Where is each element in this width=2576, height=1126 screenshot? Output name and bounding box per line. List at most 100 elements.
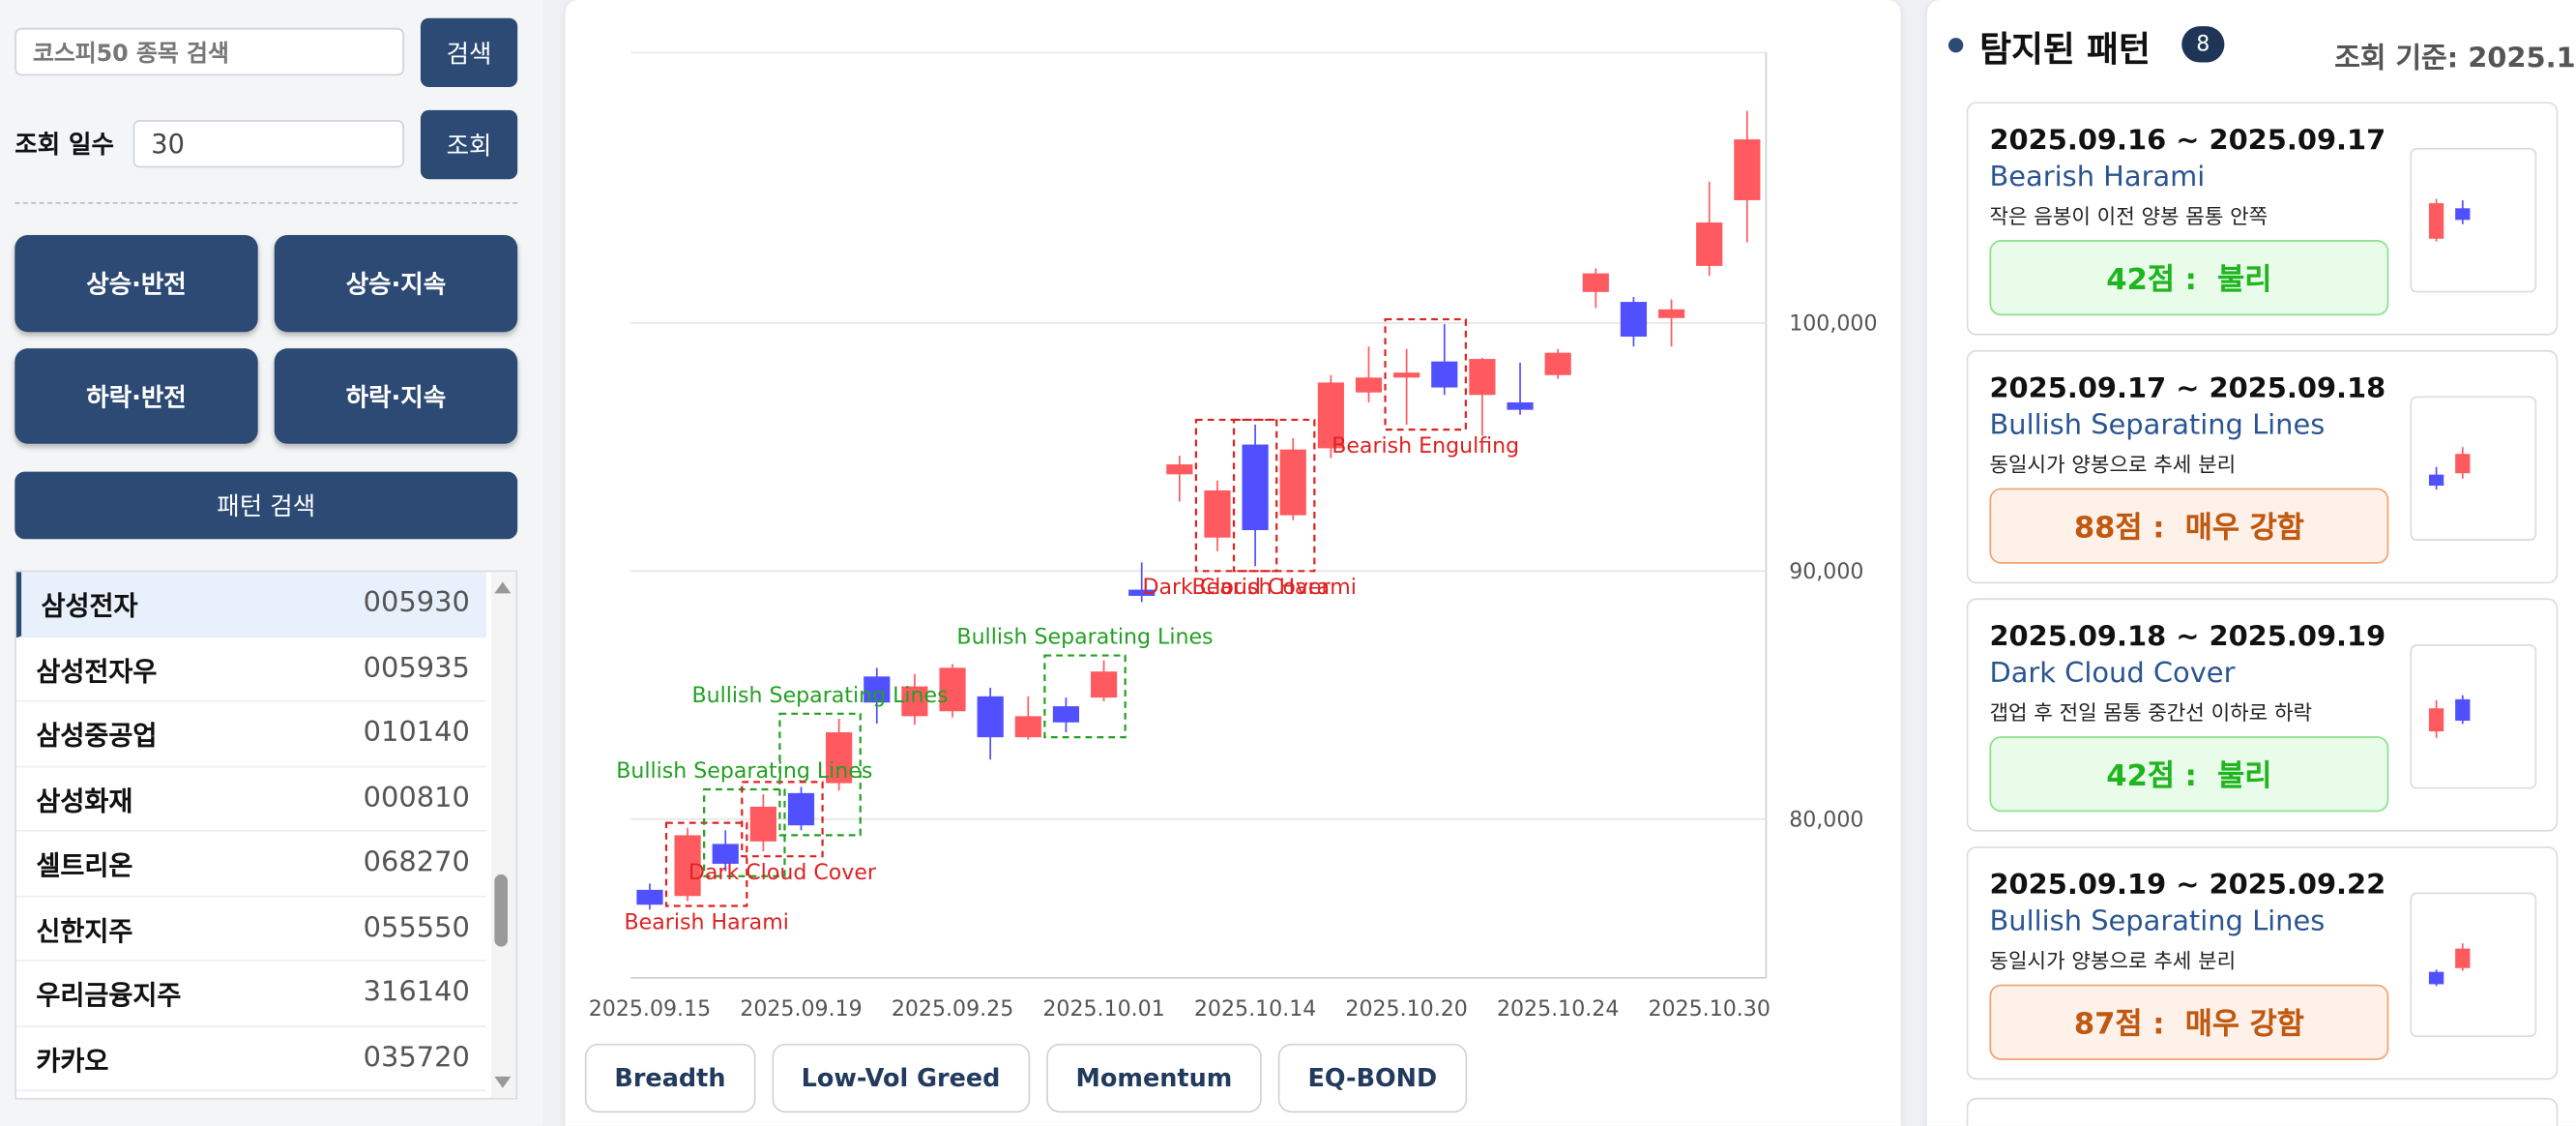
candle-body — [1393, 372, 1420, 378]
scroll-thumb[interactable] — [494, 874, 508, 947]
candle-body — [787, 792, 815, 826]
mini-body — [2428, 474, 2444, 487]
stock-code: 068270 — [363, 846, 470, 880]
card-pattern: Dark Cloud Cover — [1989, 657, 2236, 691]
stock-row[interactable]: 우리금융지주 316140 — [15, 962, 486, 1027]
tab[interactable]: Low-Vol Greed — [772, 1043, 1030, 1113]
x-tick-label: 2025.10.01 — [1042, 997, 1164, 1022]
x-tick-label: 2025.10.24 — [1497, 997, 1619, 1022]
y-tick-label: 80,000 — [1789, 808, 1863, 832]
y-tick-label: 90,000 — [1789, 560, 1863, 584]
thumbnail-chart — [2428, 198, 2471, 242]
pattern-label: Dark Cloud Cover — [688, 861, 877, 885]
pattern-box — [778, 712, 862, 837]
card-dates: 2025.09.18 ~ 2025.09.19 — [1989, 621, 2386, 655]
card[interactable]: 2025.09.18 ~ 2025.09.19 Dark Cloud Cover 갭… — [1966, 598, 2559, 832]
filter-button[interactable]: 하락·지속 — [274, 348, 518, 444]
filter-button[interactable]: 상승·지속 — [274, 234, 518, 333]
thumbnail — [2410, 643, 2537, 789]
pattern-box — [1043, 654, 1127, 739]
candle-body — [1090, 671, 1118, 698]
stock-code: 005930 — [363, 586, 470, 620]
stock-name: 셀트리온 — [36, 849, 133, 882]
tab-bar: Breadth Low-Vol Greed Momentum EQ-BOND — [584, 1043, 1467, 1113]
stock-name: 카카오 — [36, 1045, 109, 1077]
stock-code: 035720 — [363, 1041, 470, 1075]
candle-body — [826, 732, 853, 784]
tab[interactable]: Momentum — [1045, 1043, 1262, 1113]
card-description: 갭업 후 전일 몸통 중간선 이하로 하락 — [1989, 699, 2313, 726]
mini-body — [2455, 948, 2471, 968]
days-input[interactable]: 30 — [132, 120, 404, 168]
mini-body — [2428, 203, 2444, 239]
scrollbar[interactable] — [490, 572, 516, 1098]
card-dates: 2025.09.17 ~ 2025.09.18 — [1989, 372, 2386, 406]
card-description: 작은 음봉이 이전 양봉 몸통 안쪽 — [1989, 203, 2269, 229]
candle-body — [1431, 361, 1458, 388]
stock-row[interactable]: 삼성중공업 010140 — [15, 701, 486, 767]
filter-button[interactable]: 상승·반전 — [15, 234, 258, 333]
tab[interactable]: Breadth — [584, 1043, 756, 1113]
card-pattern: Bullish Separating Lines — [1989, 905, 2326, 939]
thumbnail — [2410, 147, 2537, 293]
candle-body — [1317, 382, 1344, 449]
card[interactable]: 2025.09.19 ~ 2025.09.22 Bullish Separatin… — [1966, 845, 2559, 1081]
pattern-box — [664, 821, 748, 907]
stock-row[interactable]: 삼성전자 005930 — [15, 572, 486, 637]
stock-row[interactable]: 카카오 035720 — [15, 1026, 486, 1092]
candle-body — [1242, 444, 1269, 531]
candle-body — [1507, 401, 1534, 410]
thumbnail — [2410, 396, 2537, 541]
candle-body — [1620, 302, 1648, 337]
card-list: 2025.09.16 ~ 2025.09.17 Bearish Harami 작은 … — [1966, 102, 2576, 1126]
card-score: 42점 : 불리 — [1989, 736, 2389, 813]
thumbnail — [2410, 892, 2537, 1038]
tab[interactable]: EQ-BOND — [1277, 1043, 1467, 1113]
stock-code: 005935 — [363, 652, 470, 686]
search-button[interactable]: 검색 — [420, 17, 518, 88]
card-pattern: Bullish Separating Lines — [1989, 409, 2326, 443]
stock-name: 삼성전자 — [41, 590, 138, 622]
candle-body — [1657, 309, 1685, 318]
x-tick-label: 2025.09.15 — [589, 997, 711, 1022]
mini-body — [2455, 454, 2471, 474]
pattern-label: Bearish Engulfing — [1332, 434, 1519, 459]
reference-date: 조회 기준: 2025.10. — [2334, 43, 2576, 76]
y-tick-label: 100,000 — [1789, 312, 1877, 337]
pattern-label: Bearish Harami — [624, 910, 788, 934]
pattern-label: Bullish Separating Lines — [956, 626, 1213, 650]
candle-body — [1014, 716, 1041, 738]
card-score: 88점 : 매우 강함 — [1989, 488, 2389, 564]
filter-button[interactable]: 하락·반전 — [15, 348, 258, 444]
x-tick-label: 2025.10.20 — [1345, 997, 1467, 1022]
search-input[interactable]: 코스피50 종목 검색 — [15, 27, 404, 76]
candle-body — [1469, 359, 1496, 396]
mini-body — [2428, 708, 2444, 732]
pattern-box — [1232, 418, 1316, 573]
pattern-label: Dark Cloud Cover — [1142, 576, 1331, 600]
thumbnail-chart — [2428, 695, 2471, 738]
scroll-down[interactable] — [493, 1075, 512, 1091]
candle-body — [749, 806, 776, 842]
stock-row[interactable]: 삼성화재 000810 — [15, 767, 486, 832]
panel-title: 탐지된 패턴 — [1979, 29, 2151, 70]
card[interactable]: 2025.09.16 ~ 2025.09.17 Bearish Harami 작은 … — [1966, 102, 2559, 336]
pattern-search-button[interactable]: 패턴 검색 — [15, 471, 518, 540]
stock-row[interactable]: 신한지주 055550 — [15, 897, 486, 962]
pattern-label: Bearish Harami — [1191, 576, 1356, 600]
thumbnail-chart — [2428, 447, 2471, 490]
candle-body — [1052, 706, 1080, 723]
mini-body — [2455, 208, 2471, 221]
candle-body — [939, 667, 966, 712]
separator — [15, 201, 518, 204]
candle-body — [1279, 449, 1306, 516]
card[interactable]: 2025.09.17 ~ 2025.09.18 Bullish Separatin… — [1966, 349, 2559, 584]
candle-body — [636, 889, 663, 905]
stock-row[interactable]: 셀트리온 068270 — [15, 832, 486, 897]
candle-body — [1696, 222, 1723, 266]
scroll-up[interactable] — [493, 578, 512, 595]
candle-body — [1582, 273, 1609, 292]
days-button[interactable]: 조회 — [420, 109, 518, 180]
stock-row[interactable]: 삼성전자우 005935 — [15, 637, 486, 702]
